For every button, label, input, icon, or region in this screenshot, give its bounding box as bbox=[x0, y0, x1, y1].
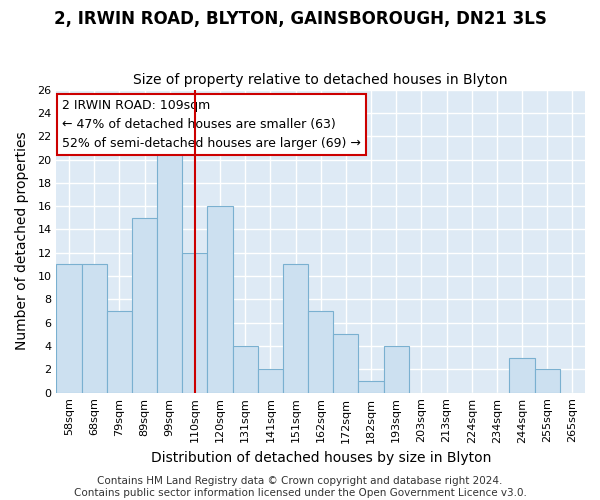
Text: 2, IRWIN ROAD, BLYTON, GAINSBOROUGH, DN21 3LS: 2, IRWIN ROAD, BLYTON, GAINSBOROUGH, DN2… bbox=[53, 10, 547, 28]
Bar bbox=[107, 311, 132, 392]
Bar bbox=[132, 218, 157, 392]
Bar bbox=[535, 370, 560, 392]
Bar bbox=[358, 381, 383, 392]
Bar bbox=[383, 346, 409, 393]
Bar bbox=[157, 136, 182, 392]
Y-axis label: Number of detached properties: Number of detached properties bbox=[15, 132, 29, 350]
Title: Size of property relative to detached houses in Blyton: Size of property relative to detached ho… bbox=[133, 73, 508, 87]
Text: 2 IRWIN ROAD: 109sqm
← 47% of detached houses are smaller (63)
52% of semi-detac: 2 IRWIN ROAD: 109sqm ← 47% of detached h… bbox=[62, 98, 361, 150]
Bar bbox=[308, 311, 334, 392]
Bar bbox=[182, 253, 208, 392]
Bar bbox=[56, 264, 82, 392]
Text: Contains HM Land Registry data © Crown copyright and database right 2024.
Contai: Contains HM Land Registry data © Crown c… bbox=[74, 476, 526, 498]
X-axis label: Distribution of detached houses by size in Blyton: Distribution of detached houses by size … bbox=[151, 451, 491, 465]
Bar bbox=[283, 264, 308, 392]
Bar bbox=[208, 206, 233, 392]
Bar bbox=[258, 370, 283, 392]
Bar bbox=[233, 346, 258, 393]
Bar bbox=[82, 264, 107, 392]
Bar bbox=[509, 358, 535, 392]
Bar bbox=[334, 334, 358, 392]
